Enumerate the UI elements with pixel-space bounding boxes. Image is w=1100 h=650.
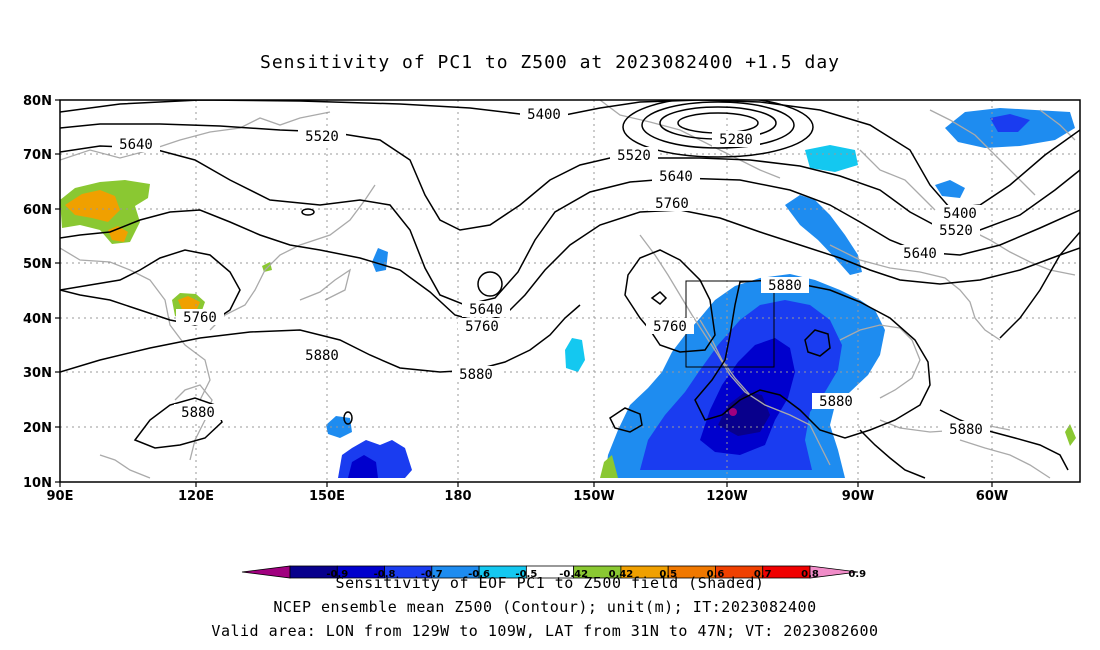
contour-label: 5760 [655,196,689,212]
footer-line-2: NCEP ensemble mean Z500 (Contour); unit(… [273,598,816,616]
lat-label: 40N [23,312,52,327]
lon-label: 120E [178,489,214,504]
colorbar-tick-label: -0.7 [421,569,443,580]
colorbar-tick-label: -0.8 [374,569,396,580]
colorbar-tick-label: 0.8 [801,569,819,580]
contour-label: 5400 [943,206,977,222]
contour-label: 5880 [949,422,983,438]
shade-light-edge [600,455,618,478]
map-area [60,100,1080,482]
colorbar-tick-label: -0.5 [515,569,537,580]
shade-arctic-core [990,114,1030,132]
lon-label: 150W [573,489,614,504]
shade-darkest [718,392,770,436]
shade-green-small [262,262,272,272]
lon-label: 60W [976,489,1008,504]
contour-label: 5640 [469,302,503,318]
contour-label: 5760 [183,310,217,326]
contour-label: 5760 [465,319,499,335]
map-border [59,99,1081,483]
colorbar-tick-label: -0.42 [559,569,588,580]
contour-label: 5880 [305,348,339,364]
contour-label: 5760 [653,319,687,335]
contour-label: 5880 [819,394,853,410]
colorbar-tick-label: 0.7 [754,569,772,580]
footer-line-1: Sensitivity of EOF PC1 to Z500 field (Sh… [336,574,765,592]
contour-labels: 5400 5280 5520 5520 5640 5640 5760 5400 … [112,106,990,438]
colorbar-tick-label: -0.6 [468,569,490,580]
contour-label: 5640 [659,169,693,185]
colorbar-tick-label: 0.42 [609,569,634,580]
colorbar-labels: -0.9 -0.8 -0.7 -0.6 -0.5 -0.42 0.42 0.5 0.6 0.7 0.… [326,569,866,580]
colorbar-tick-label: 0.6 [707,569,725,580]
lat-label: 30N [23,366,52,381]
shade-patch-160e-core [348,455,378,478]
colorbar-end-low [241,565,291,579]
lon-label: 180 [444,489,471,504]
shade-green-east [1065,424,1076,446]
contour-label: 5400 [527,107,561,123]
colorbar [241,565,859,579]
contour-label: 5520 [305,129,339,145]
lon-label: 90E [47,489,74,504]
colorbar-tick-label: -0.9 [326,569,348,580]
colorbar-tick-label: 0.5 [659,569,677,580]
shade-labrador [935,180,965,198]
lat-label: 70N [23,148,52,163]
lon-label: 120W [706,489,747,504]
lat-label: 80N [23,94,52,109]
shade-magenta-spot [729,408,737,416]
lat-label: 20N [23,421,52,436]
longitude-labels: 90E 120E 150E 180 150W 120W 90W 60W [47,489,1009,504]
colorbar-end-high [809,565,859,579]
contour-label: 5520 [939,223,973,239]
contour-label: 5880 [181,405,215,421]
map-title: Sensitivity of PC1 to Z500 at 2023082400… [260,52,840,73]
lon-label: 90W [842,489,874,504]
tick-marks [55,99,993,487]
shade-canada-blue [785,195,862,275]
lon-label: 150E [309,489,345,504]
contour-label: 5280 [719,132,753,148]
contour-label: 5640 [903,246,937,262]
contour-label: 5520 [617,148,651,164]
contour-label: 5880 [459,367,493,383]
shade-hudson [805,145,858,172]
lat-label: 60N [23,203,52,218]
shade-patch-kamchatka [372,248,388,272]
lat-label: 50N [23,257,52,272]
colorbar-tick-label: 0.9 [848,569,866,580]
contour-label: 5880 [768,278,802,294]
shade-orange-west [65,190,120,222]
footer-line-3: Valid area: LON from 129W to 109W, LAT f… [211,622,878,640]
lat-label: 10N [23,476,52,491]
shade-patch-150w [565,338,585,372]
contour-label: 5640 [119,137,153,153]
latitude-labels: 80N 70N 60N 50N 40N 30N 20N 10N [23,94,52,491]
